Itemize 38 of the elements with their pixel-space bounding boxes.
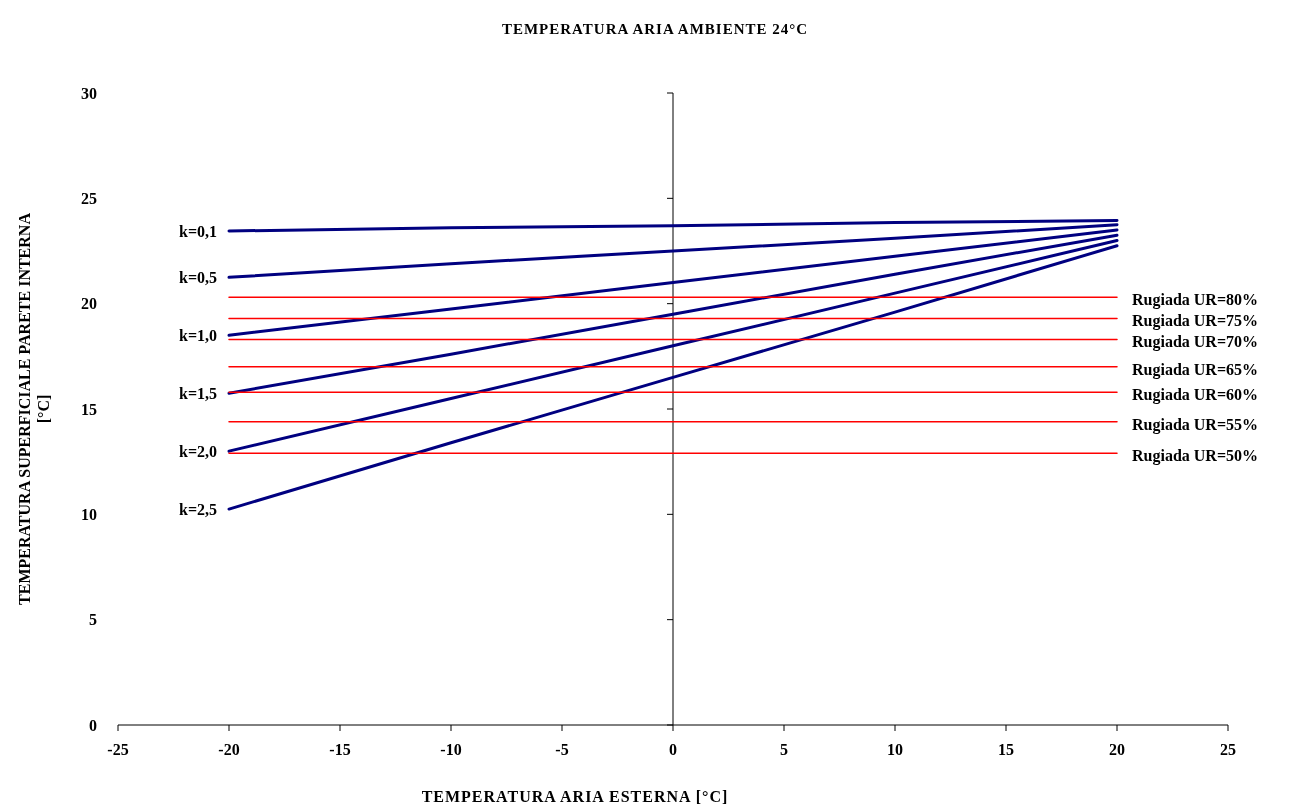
series-label: Rugiada UR=80% (1132, 291, 1259, 310)
series-label: k=0,5 (178, 268, 217, 286)
y-tick-label: 0 (89, 716, 97, 734)
x-tick-label: -10 (440, 741, 462, 758)
y-tick-label: 10 (81, 505, 97, 523)
y-tick-label: 20 (81, 295, 97, 313)
series-label: Rugiada UR=65% (1132, 360, 1259, 379)
series-label: Rugiada UR=75% (1132, 312, 1259, 331)
line-series (227, 244, 1119, 511)
series-label: k=2,0 (178, 442, 217, 460)
x-tick-label: 5 (780, 741, 788, 758)
x-tick-label: 25 (1220, 741, 1236, 758)
y-axis-title: TEMPERATURA SUPERFICIALE PARETE INTERNA [°C] (16, 212, 52, 605)
x-tick-label: -5 (555, 741, 569, 758)
line-series (227, 233, 1119, 395)
x-tick-label: -25 (107, 741, 129, 758)
series-label: Rugiada UR=60% (1132, 386, 1259, 405)
chart-title: TEMPERATURA ARIA AMBIENTE 24°C (501, 21, 809, 37)
x-tick-label: 15 (998, 741, 1014, 758)
x-tick-label: 10 (887, 741, 903, 758)
series-label: k=0,1 (178, 222, 217, 240)
series-label: Rugiada UR=50% (1132, 447, 1259, 466)
series-label: Rugiada UR=55% (1132, 415, 1259, 434)
line-series (227, 238, 1119, 453)
x-tick-label: -20 (218, 741, 240, 758)
y-tick-label: 5 (89, 611, 97, 629)
x-tick-label: -15 (329, 741, 351, 758)
series-label: k=1,0 (178, 326, 217, 344)
x-tick-label: 20 (1109, 741, 1125, 758)
x-tick-label: 0 (669, 741, 677, 758)
x-axis-title: TEMPERATURA ARIA ESTERNA [°C] (421, 788, 729, 805)
line-series (227, 228, 1119, 337)
y-tick-label: 25 (81, 189, 97, 207)
y-tick-label: 15 (81, 400, 97, 418)
series-label: k=2,5 (178, 500, 217, 518)
series-label: k=1,5 (178, 384, 217, 402)
y-tick-label: 30 (81, 84, 97, 102)
series-label: Rugiada UR=70% (1132, 333, 1259, 352)
